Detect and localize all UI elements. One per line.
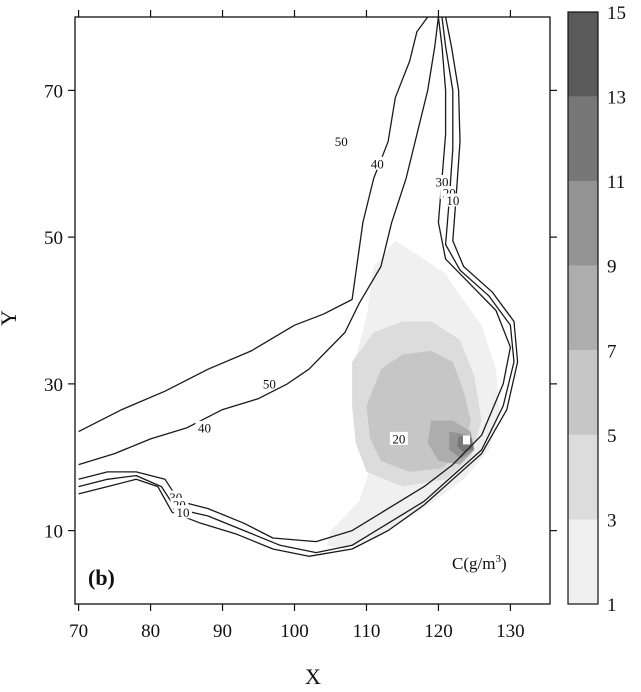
source-cell-marker (463, 435, 470, 445)
colorbar-frame (567, 11, 599, 605)
isobath-label-20: 20 (392, 431, 405, 446)
colorbar-tick-label: 1 (607, 595, 617, 616)
y-axis-ticks: 10 30 50 70 (44, 81, 557, 543)
isobath-50 (78, 17, 429, 433)
isobath-label-40: 40 (198, 420, 211, 435)
isobath-label-40: 40 (371, 156, 384, 171)
colorbar-tick-label: 9 (607, 257, 617, 278)
x-tick-label: 80 (141, 621, 160, 642)
x-tick-label: 130 (496, 621, 525, 642)
isobath-10 (78, 17, 519, 557)
y-tick-label: 50 (44, 228, 63, 249)
y-tick-label: 10 (44, 522, 63, 543)
x-tick-label: 90 (213, 621, 232, 642)
colorbar-segment (568, 350, 598, 435)
colorbar-tick-label: 11 (607, 172, 625, 193)
isobath-label-50: 50 (263, 376, 276, 391)
colorbar-segment (568, 265, 598, 351)
x-tick-label: 100 (280, 621, 309, 642)
colorbar-tick-label: 7 (607, 341, 617, 362)
concentration-unit-label: C(g/m3) (452, 553, 507, 573)
x-tick-label: 120 (424, 621, 453, 642)
isobath-label-bg (368, 156, 387, 170)
colorbar-tick-label: 13 (607, 88, 626, 109)
isobath-label-bg (173, 505, 192, 519)
x-tick-label: 110 (353, 621, 381, 642)
isobath-label-bg (260, 376, 279, 390)
isobath-label-50: 50 (335, 134, 348, 149)
isobath-label-10: 10 (446, 193, 459, 208)
y-tick-label: 30 (44, 375, 63, 396)
isobath-label-bg (433, 175, 452, 189)
colorbar-segment (568, 434, 598, 520)
colorbar-segment (568, 96, 598, 182)
plot-frame (74, 16, 551, 605)
x-axis-title: X (305, 664, 321, 689)
isobath-label-bg (332, 134, 351, 148)
isobath-label-30: 30 (436, 175, 449, 190)
colorbar-segment (568, 181, 598, 266)
isobath-label-bg (389, 431, 408, 445)
isobath-40 (78, 17, 440, 466)
colorbar-segment (568, 12, 598, 97)
x-axis-ticks: 70 80 90 100 110 120 130 (69, 10, 525, 642)
y-tick-label: 70 (44, 81, 63, 102)
colorbar-tick-label: 5 (607, 426, 617, 447)
isobath-label-bg (443, 193, 462, 207)
isobath-label-10: 10 (176, 505, 189, 520)
isobath-label-bg (195, 420, 214, 434)
x-tick-label: 70 (69, 621, 88, 642)
colorbar-tick-label: 3 (607, 510, 617, 531)
plot-background (75, 17, 550, 604)
y-axis-title: Y (0, 310, 21, 326)
colorbar-segment (568, 519, 598, 604)
panel-label: (b) (88, 565, 115, 590)
colorbar-tick-label: 15 (607, 3, 626, 24)
